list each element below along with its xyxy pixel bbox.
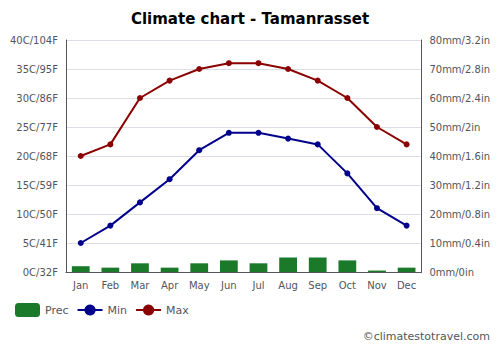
svg-text:Mar: Mar [131,280,151,291]
svg-text:70mm/2.8in: 70mm/2.8in [429,64,490,75]
svg-text:30C/86F: 30C/86F [16,93,58,104]
svg-text:20mm/0.8in: 20mm/0.8in [429,209,490,220]
svg-text:0mm/0in: 0mm/0in [429,267,474,278]
svg-text:10mm/0.4in: 10mm/0.4in [429,238,490,249]
svg-text:Feb: Feb [101,280,119,291]
svg-text:Apr: Apr [161,280,179,291]
svg-text:40C/104F: 40C/104F [10,35,58,46]
svg-text:30mm/1.2in: 30mm/1.2in [429,180,490,191]
svg-text:Sep: Sep [308,280,327,291]
svg-text:Max: Max [166,304,189,317]
svg-text:Jul: Jul [251,280,264,291]
svg-text:40mm/1.6in: 40mm/1.6in [429,151,490,162]
svg-text:Prec: Prec [45,304,69,317]
svg-text:20C/68F: 20C/68F [16,151,58,162]
svg-text:60mm/2.4in: 60mm/2.4in [429,93,490,104]
svg-text:May: May [189,280,210,291]
svg-text:Climate chart - Tamanrasset: Climate chart - Tamanrasset [131,10,369,28]
svg-text:5C/41F: 5C/41F [23,238,58,249]
svg-text:10C/50F: 10C/50F [16,209,58,220]
svg-text:Oct: Oct [339,280,356,291]
svg-text:Aug: Aug [278,280,298,291]
svg-text:Nov: Nov [367,280,387,291]
svg-text:15C/59F: 15C/59F [16,180,58,191]
svg-text:©climatestotravel.com: ©climatestotravel.com [363,330,490,343]
svg-text:Min: Min [108,304,128,317]
svg-text:25C/77F: 25C/77F [16,122,58,133]
svg-text:50mm/2in: 50mm/2in [429,122,480,133]
svg-text:Jan: Jan [72,280,88,291]
svg-text:35C/95F: 35C/95F [16,64,58,75]
svg-text:Jun: Jun [220,280,237,291]
svg-text:Dec: Dec [397,280,416,291]
svg-text:0C/32F: 0C/32F [23,267,58,278]
svg-text:80mm/3.2in: 80mm/3.2in [429,35,490,46]
